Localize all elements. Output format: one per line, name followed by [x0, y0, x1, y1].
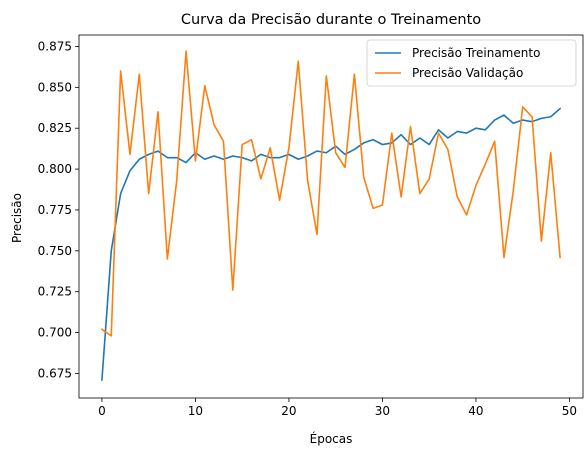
x-tick-label: 20: [281, 404, 296, 418]
y-tick-label: 0.725: [38, 285, 72, 299]
legend: Precisão Treinamento Precisão Validação: [366, 39, 577, 87]
y-tick-label: 0.850: [38, 80, 72, 94]
x-tick-label: 10: [188, 404, 203, 418]
y-tick-label: 0.750: [38, 244, 72, 258]
legend-entry: Precisão Validação: [412, 66, 523, 80]
chart-title: Curva da Precisão durante o Treinamento: [181, 12, 481, 28]
y-tick-label: 0.700: [38, 326, 72, 340]
y-axis-label: Precisão: [10, 193, 24, 243]
y-tick-label: 0.775: [38, 203, 72, 217]
plot-area: 0 10 20 30 40 50 0.675 0.700 0.725 0.750 0.775 0.80…: [38, 34, 584, 418]
x-tick-label: 0: [98, 404, 106, 418]
x-axis-label: Épocas: [310, 431, 353, 446]
legend-entry: Precisão Treinamento: [412, 46, 540, 60]
legend-box: [366, 39, 577, 87]
plot-frame: [78, 34, 584, 399]
y-tick-label: 0.875: [38, 39, 72, 53]
y-tick-label: 0.675: [38, 366, 72, 380]
y-tick-label: 0.825: [38, 121, 72, 135]
y-tick-label: 0.800: [38, 162, 72, 176]
x-tick-label: 50: [562, 404, 577, 418]
series-line-validation: [100, 50, 561, 337]
x-tick-label: 40: [468, 404, 483, 418]
x-tick-label: 30: [375, 404, 390, 418]
